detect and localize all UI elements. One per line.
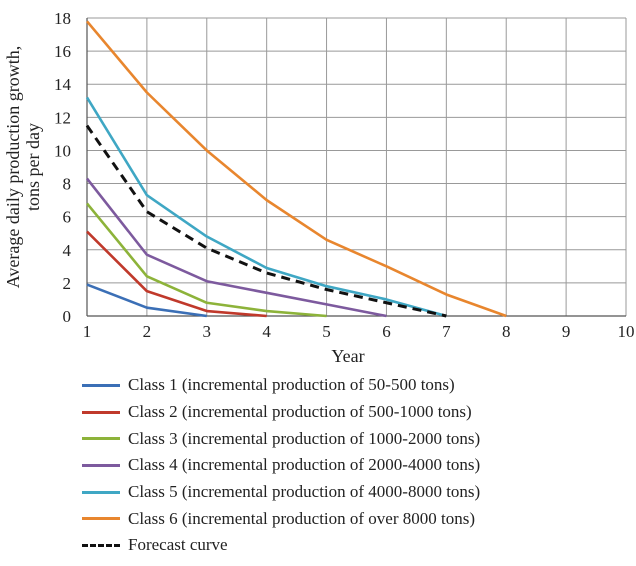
chart-legend: Class 1 (incremental production of 50-50…	[82, 372, 622, 559]
y-tick-label: 4	[63, 241, 72, 260]
x-tick-label: 1	[83, 322, 92, 341]
y-tick-label: 8	[63, 175, 72, 194]
x-tick-label: 2	[143, 322, 152, 341]
legend-swatch	[82, 490, 120, 494]
y-tick-label: 18	[54, 9, 71, 28]
series-line-6	[86, 20, 507, 318]
y-tick-label: 2	[63, 274, 72, 293]
series-line-1	[86, 283, 207, 318]
legend-label: Class 4 (incremental production of 2000-…	[128, 455, 481, 475]
legend-item: Class 2 (incremental production of 500-1…	[82, 399, 622, 426]
legend-swatch	[82, 517, 120, 521]
legend-label: Class 3 (incremental production of 1000-…	[128, 428, 481, 448]
x-tick-label: 6	[382, 322, 391, 341]
x-tick-label: 4	[262, 322, 271, 341]
series-line-2	[86, 230, 267, 318]
series-line-3	[85, 202, 327, 318]
legend-label: Class 6 (incremental production of over …	[128, 508, 476, 528]
legend-label: Forecast curve	[128, 535, 228, 555]
y-axis-label-line: tons per day	[23, 123, 43, 211]
series-line-4	[85, 177, 387, 318]
series-line-5	[85, 96, 447, 318]
legend-swatch	[82, 543, 120, 547]
x-tick-label: 10	[618, 322, 635, 341]
x-axis-label: Year	[331, 346, 364, 366]
legend-swatch	[82, 410, 120, 414]
legend-item: Class 3 (incremental production of 1000-…	[82, 425, 622, 452]
x-tick-label: 3	[203, 322, 212, 341]
x-tick-label: 8	[502, 322, 511, 341]
legend-item: Class 1 (incremental production of 50-50…	[82, 372, 622, 399]
legend-item: Class 5 (incremental production of 4000-…	[82, 479, 622, 506]
series-line-7	[85, 124, 447, 318]
legend-swatch	[82, 463, 120, 467]
y-tick-label: 14	[54, 75, 72, 94]
legend-label: Class 2 (incremental production of 500-1…	[128, 402, 472, 422]
chart-axes	[86, 18, 626, 317]
y-axis-label-line: Average daily production growth,	[3, 46, 23, 289]
y-tick-label: 12	[54, 108, 71, 127]
legend-swatch	[82, 437, 120, 441]
legend-item: Class 4 (incremental production of 2000-…	[82, 452, 622, 479]
x-tick-label: 7	[442, 322, 451, 341]
legend-item: Class 6 (incremental production of over …	[82, 505, 622, 532]
y-tick-label: 16	[54, 42, 71, 61]
legend-label: Class 5 (incremental production of 4000-…	[128, 482, 481, 502]
y-tick-label: 0	[63, 307, 72, 326]
chart-grid	[86, 17, 627, 317]
y-axis-label: Average daily production growth,tons per…	[3, 46, 43, 289]
x-tick-label: 5	[322, 322, 331, 341]
x-tick-label: 9	[562, 322, 571, 341]
y-tick-label: 6	[63, 208, 72, 227]
y-tick-label: 10	[54, 141, 71, 160]
legend-item: Forecast curve	[82, 532, 622, 559]
chart-series	[85, 20, 507, 318]
legend-swatch	[82, 383, 120, 387]
legend-label: Class 1 (incremental production of 50-50…	[128, 375, 455, 395]
